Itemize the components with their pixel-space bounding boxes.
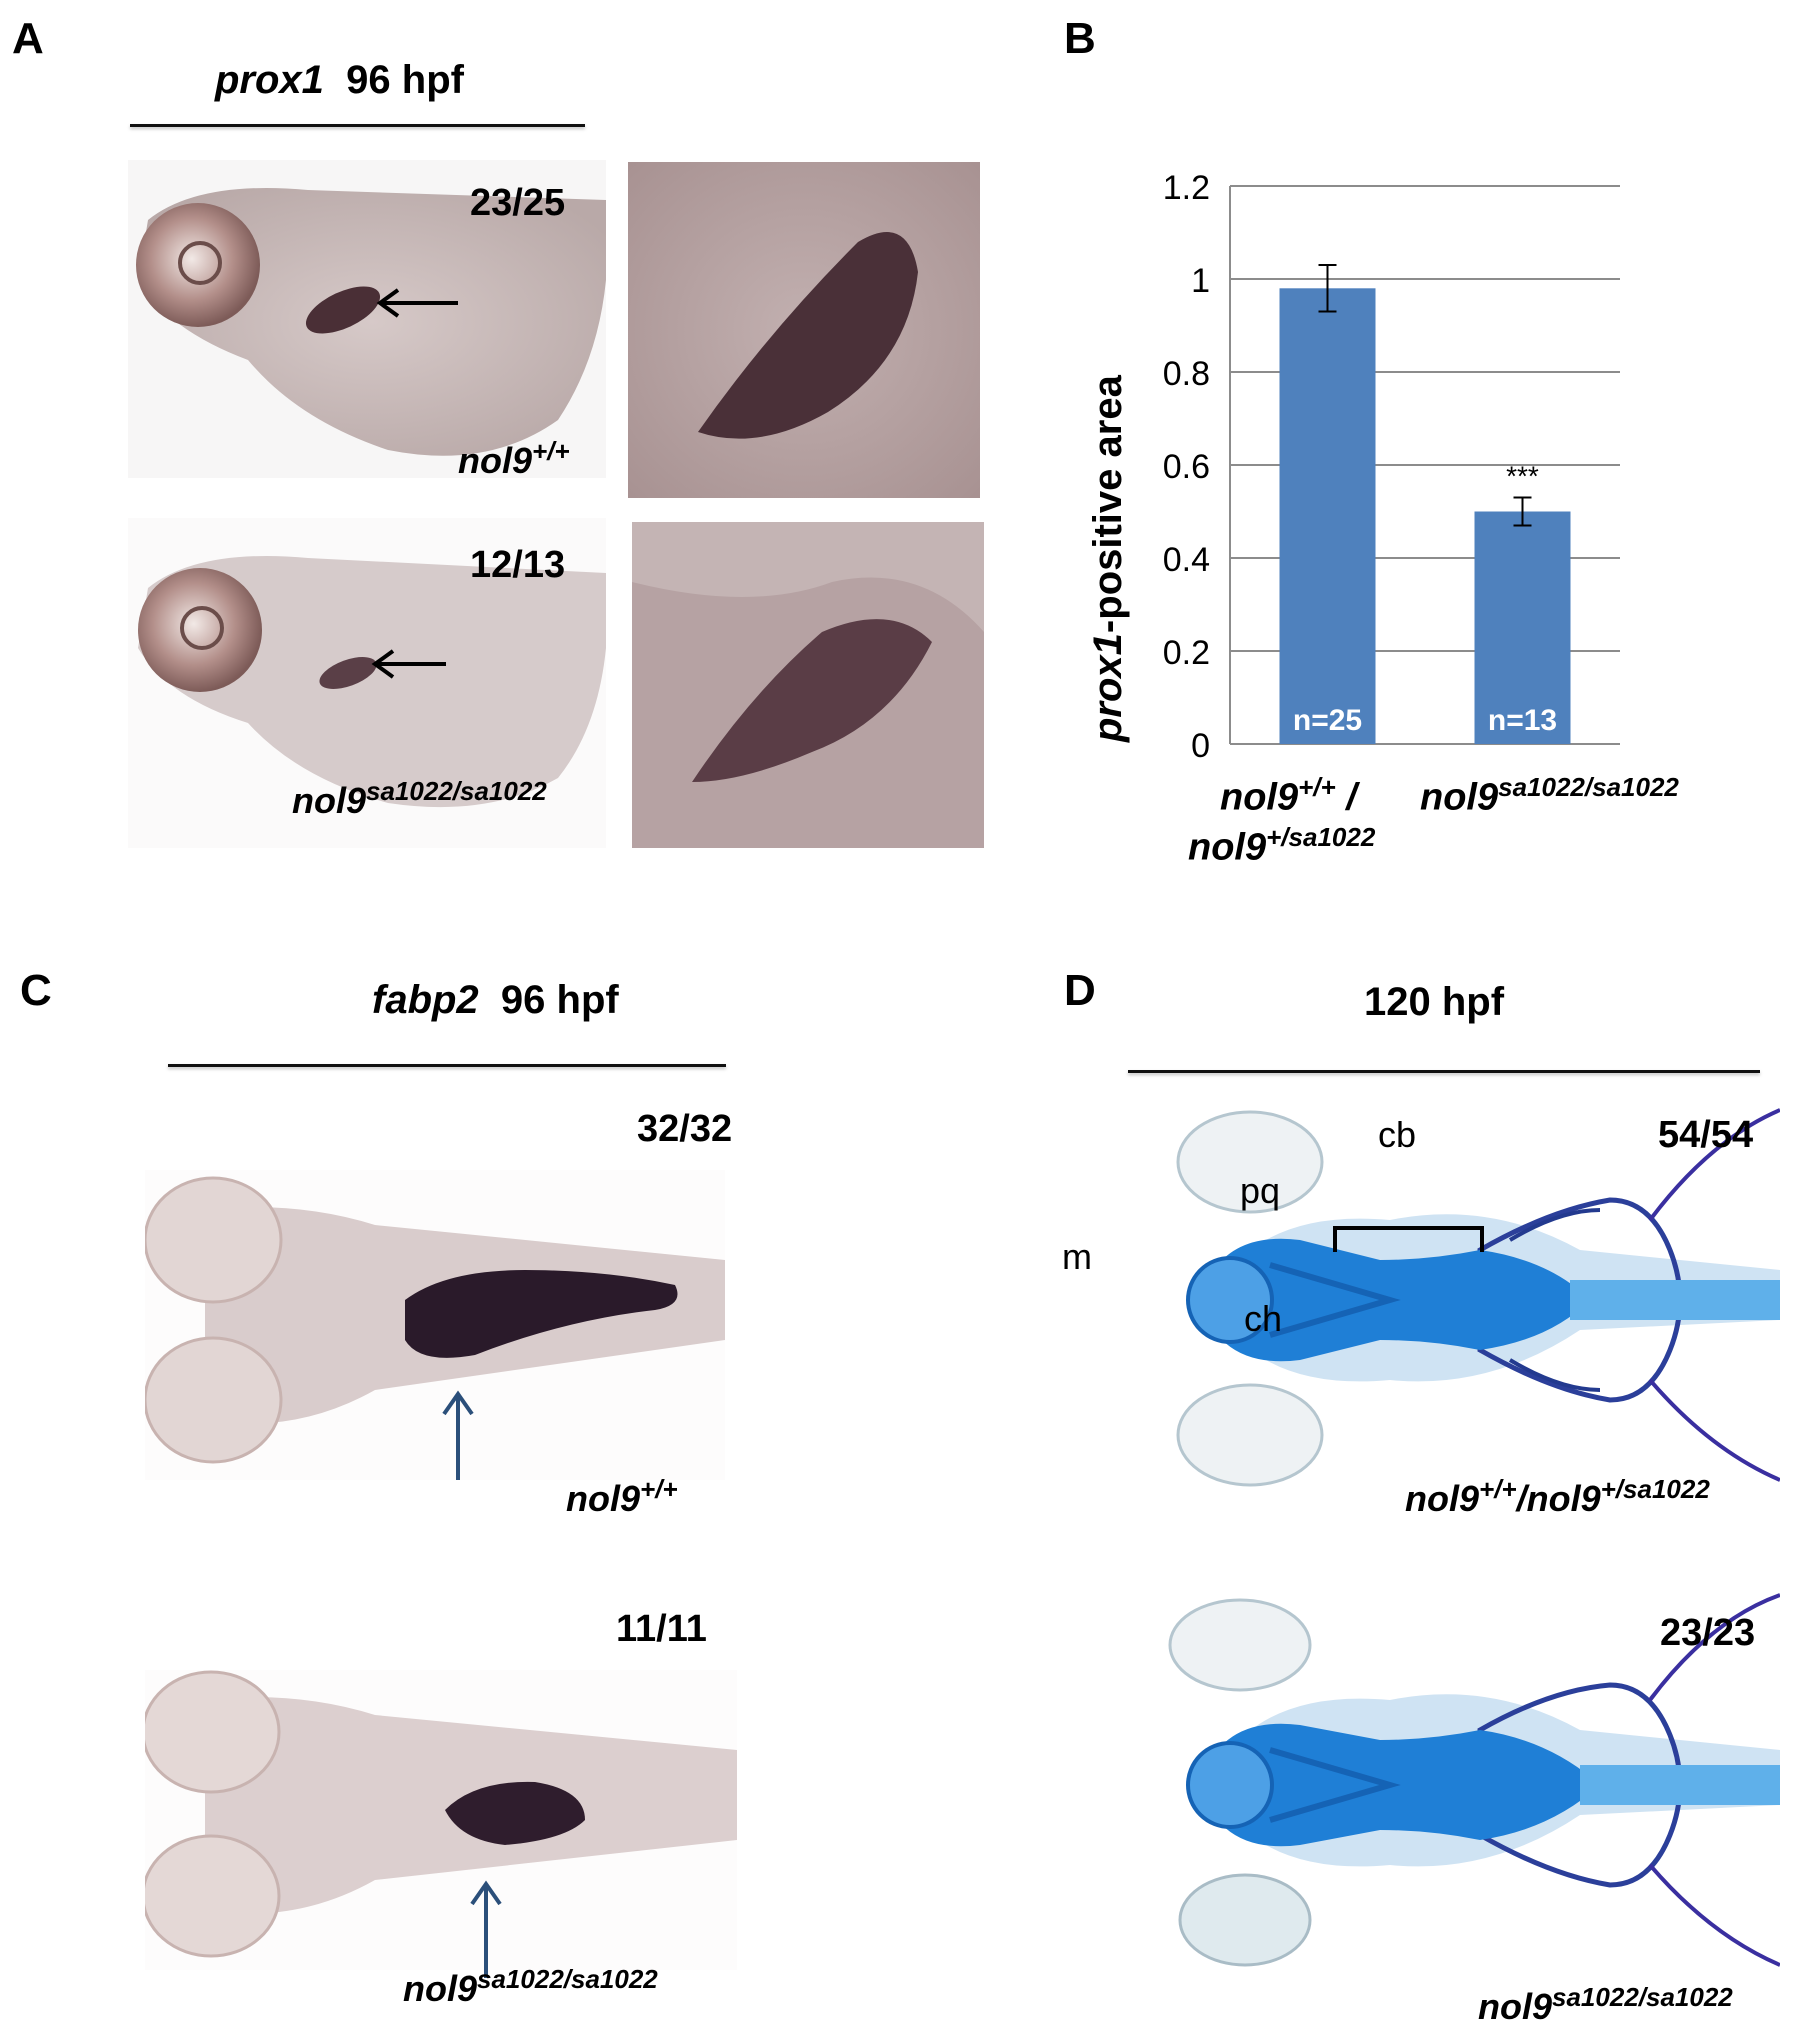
geno-sup: +/+ <box>640 1474 678 1504</box>
chart-xlabel-1-line1: nol9+/+ / <box>1220 772 1357 820</box>
panel-a-count-2: 12/13 <box>470 544 566 586</box>
arrow-up-icon <box>442 1390 474 1480</box>
chart-ylabel: prox1-positive area <box>1086 375 1131 742</box>
panel-c-gene: fabp2 <box>372 978 479 1022</box>
arrow-icon <box>376 288 458 318</box>
ylabel-gene: prox1 <box>1086 633 1130 742</box>
embryo-dorsal-mutant-image <box>145 1670 737 1970</box>
liver-zoom-wildtype-image <box>628 162 980 498</box>
panel-c-count-1: 32/32 <box>637 1108 733 1150</box>
geno-sup: +/+ <box>1479 1474 1517 1504</box>
geno-sep: / <box>1335 776 1357 819</box>
bar <box>1474 511 1571 744</box>
y-tick-label: 0.2 <box>1163 634 1210 672</box>
geno-base: nol9 <box>1405 1478 1480 1519</box>
panel-c-title-rule <box>168 1064 726 1067</box>
panel-c-stage: 96 hpf <box>500 978 619 1022</box>
panel-d-genotype-2: nol9sa1022/sa1022 <box>1478 1982 1733 2028</box>
geno-sup: +/sa1022 <box>1266 822 1376 852</box>
panel-d-genotype-1: nol9+/+/nol9+/sa1022 <box>1405 1474 1710 1520</box>
geno-sup: sa1022/sa1022 <box>477 1964 658 1994</box>
panel-d-title: 120 hpf <box>1364 980 1505 1024</box>
y-tick-label: 1.2 <box>1163 169 1210 207</box>
panel-a-title: prox1 96 hpf <box>215 58 464 103</box>
arrow-icon <box>371 649 446 679</box>
label-ch: ch <box>1244 1298 1283 1339</box>
panel-a-genotype-2: nol9sa1022/sa1022 <box>292 776 547 822</box>
significance-label: *** <box>1506 461 1539 492</box>
y-tick-label: 0.4 <box>1163 541 1210 579</box>
panel-a-stage: 96 hpf <box>346 58 464 102</box>
panel-a-gene: prox1 <box>215 58 324 102</box>
panel-a-title-rule <box>130 124 585 127</box>
liver-zoom-mutant-image <box>632 522 984 848</box>
chart-xlabel-1-line2: nol9+/sa1022 <box>1188 822 1375 870</box>
arrow-up-icon <box>470 1880 502 1978</box>
geno-base-2: /nol9 <box>1516 1478 1601 1519</box>
y-tick-label: 0.6 <box>1163 448 1210 486</box>
geno-sup: +/+ <box>1298 772 1336 802</box>
panel-d-count-1: 54/54 <box>1658 1114 1754 1156</box>
panel-d-count-2: 23/23 <box>1660 1612 1756 1654</box>
cartilage-stain-control-image <box>1130 1100 1780 1490</box>
geno-base: nol9 <box>403 1968 478 2009</box>
label-m: m <box>1062 1236 1092 1277</box>
panel-label-d: D <box>1064 966 1096 1015</box>
geno-sup-2: +/sa1022 <box>1600 1474 1710 1504</box>
geno-sup: sa1022/sa1022 <box>1552 1982 1733 2012</box>
panel-a-genotype-1: nol9+/+ <box>458 436 570 482</box>
geno-base: nol9 <box>458 440 533 481</box>
geno-sup: sa1022/sa1022 <box>366 776 547 806</box>
panel-d-title-rule <box>1128 1070 1760 1073</box>
geno-base: nol9 <box>292 780 367 821</box>
prox1-bar-chart: 0 0.2 0.4 0.6 0.8 1 1.2 n=25 n=13 *** <box>1163 169 1620 765</box>
label-cb: cb <box>1378 1114 1417 1155</box>
geno-base: nol9 <box>1420 776 1499 819</box>
ylabel-rest: -positive area <box>1086 375 1130 634</box>
panel-label-b: B <box>1064 14 1096 63</box>
geno-base: nol9 <box>1220 776 1299 819</box>
geno-base: nol9 <box>1188 826 1267 869</box>
cartilage-stain-mutant-image <box>1130 1590 1780 1970</box>
chart-xlabel-2: nol9sa1022/sa1022 <box>1420 772 1679 820</box>
panel-label-a: A <box>12 14 44 63</box>
embryo-lateral-wildtype-image <box>128 160 606 478</box>
y-tick-label: 0 <box>1191 727 1210 765</box>
panel-c-title: fabp2 96 hpf <box>372 978 619 1023</box>
y-tick-label: 0.8 <box>1163 355 1210 393</box>
panel-c-genotype-2: nol9sa1022/sa1022 <box>403 1964 658 2010</box>
n-label: n=25 <box>1293 704 1362 737</box>
bar <box>1279 288 1376 744</box>
geno-base: nol9 <box>566 1478 641 1519</box>
n-label: n=13 <box>1488 704 1557 737</box>
geno-sup: sa1022/sa1022 <box>1498 772 1679 802</box>
panel-c-count-2: 11/11 <box>616 1608 707 1650</box>
panel-c-genotype-1: nol9+/+ <box>566 1474 678 1520</box>
panel-a-count-1: 23/25 <box>470 182 566 224</box>
y-tick-label: 1 <box>1191 262 1210 300</box>
embryo-dorsal-wildtype-image <box>145 1170 725 1480</box>
bracket-icon <box>1333 1226 1484 1252</box>
panel-label-c: C <box>20 966 52 1015</box>
label-pq: pq <box>1240 1170 1281 1211</box>
geno-sup: +/+ <box>532 436 570 466</box>
embryo-lateral-mutant-image <box>128 518 606 848</box>
geno-base: nol9 <box>1478 1986 1553 2027</box>
